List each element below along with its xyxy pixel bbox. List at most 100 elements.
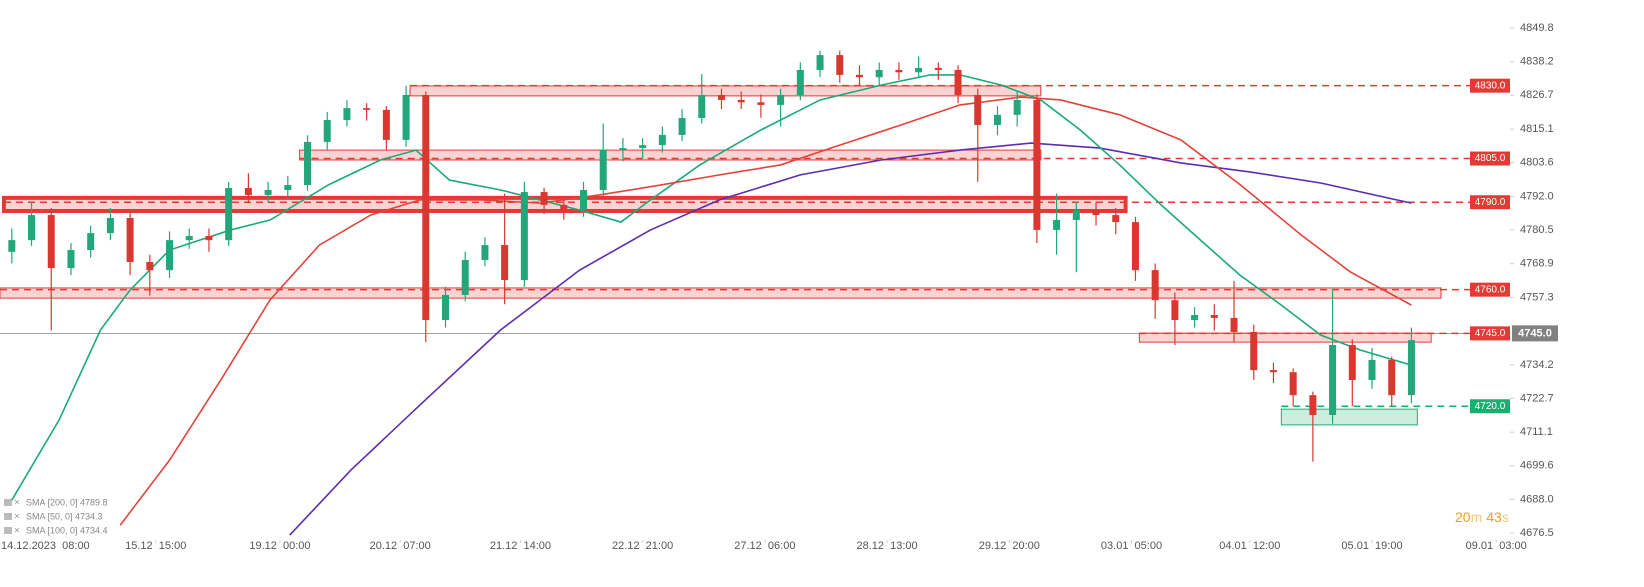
level-label: 4745.0 xyxy=(1475,328,1506,339)
x-tick-label: 09.01 03:00 xyxy=(1466,540,1527,552)
candle-body xyxy=(1191,315,1199,320)
x-tick-label: 21.12 14:00 xyxy=(490,540,551,552)
legend-label: SMA [100, 0] 4734.4 xyxy=(26,525,108,535)
candle-body xyxy=(619,148,627,151)
y-tick-label: 4711.1 xyxy=(1520,426,1553,438)
level-label: 4790.0 xyxy=(1475,197,1506,208)
candle-body xyxy=(658,134,666,146)
timer: 20m 43s xyxy=(1455,509,1509,525)
x-tick-label: 19.12 00:00 xyxy=(249,540,310,552)
candle-body xyxy=(1269,370,1277,373)
legend-label: SMA [200, 0] 4789.8 xyxy=(26,497,108,507)
level-zone xyxy=(409,85,1042,97)
candle-body xyxy=(422,95,430,320)
candle-body xyxy=(678,118,686,135)
candle-body xyxy=(1329,345,1337,415)
level-label-box xyxy=(1470,282,1510,297)
candle-body xyxy=(934,67,942,70)
candle-body xyxy=(106,217,114,234)
x-tick-label: 03.01 05:00 xyxy=(1101,540,1162,552)
candle-body xyxy=(8,240,16,252)
legend-close: × xyxy=(14,498,20,509)
level-label-box xyxy=(1470,151,1510,166)
candle-body xyxy=(28,215,36,241)
candle-body xyxy=(560,204,568,211)
level-label: 4760.0 xyxy=(1475,284,1506,295)
candle-body xyxy=(382,109,390,140)
candle-body xyxy=(1388,359,1396,396)
candle-body xyxy=(520,192,528,281)
current-price-box xyxy=(1512,325,1558,342)
level-zone xyxy=(299,149,1042,161)
candle-body xyxy=(915,67,923,73)
candle-body xyxy=(1013,99,1021,115)
candle-body xyxy=(875,69,883,78)
timer-seconds: 43 xyxy=(1486,509,1502,525)
candle-body xyxy=(540,192,548,205)
candle-body xyxy=(1151,270,1159,301)
candle-body xyxy=(1407,340,1415,396)
y-tick-label: 4826.7 xyxy=(1520,89,1554,101)
level-label: 4805.0 xyxy=(1475,153,1506,164)
candle-body xyxy=(1368,359,1376,381)
level-zone xyxy=(1,195,1128,213)
y-tick-label: 4757.3 xyxy=(1520,291,1554,303)
legend-close: × xyxy=(14,526,20,537)
candle-body xyxy=(264,190,272,195)
x-tick-label: 29.12 20:00 xyxy=(979,540,1040,552)
legend-icon xyxy=(4,499,12,506)
candle-body xyxy=(323,120,331,142)
x-tick-label: 05.01 19:00 xyxy=(1341,540,1402,552)
candle-body xyxy=(836,55,844,75)
candle-body xyxy=(47,215,55,269)
candle-body xyxy=(777,95,785,105)
candle-body xyxy=(87,233,95,251)
candle-body xyxy=(166,240,174,271)
level-label: 4720.0 xyxy=(1475,401,1506,412)
candle-body xyxy=(1053,220,1061,230)
y-tick-label: 4815.1 xyxy=(1520,123,1554,135)
timer-minutes: 20 xyxy=(1455,509,1471,525)
candle-body xyxy=(284,185,292,191)
candle-body xyxy=(895,69,903,73)
sma-line xyxy=(11,74,1412,501)
level-label-box xyxy=(1470,78,1510,93)
candle-body xyxy=(1112,215,1120,223)
candle-body xyxy=(1072,210,1080,221)
candle-body xyxy=(244,187,252,195)
y-tick-label: 4722.7 xyxy=(1520,392,1554,404)
candle-body xyxy=(185,236,193,241)
y-tick-label: 4768.9 xyxy=(1520,258,1554,270)
y-tick-label: 4734.2 xyxy=(1520,359,1554,371)
sma-line xyxy=(289,142,1412,536)
level-zone xyxy=(0,287,1442,299)
level-zone xyxy=(1138,332,1432,343)
candle-body xyxy=(442,294,450,320)
level-zone xyxy=(1280,408,1418,426)
candle-body xyxy=(501,245,509,281)
candle-body xyxy=(796,69,804,96)
candle-body xyxy=(816,55,824,70)
sma-line xyxy=(119,96,1412,526)
level-label-box xyxy=(1470,326,1510,341)
legend-icon xyxy=(4,513,12,520)
y-tick-label: 4780.5 xyxy=(1520,224,1554,236)
candle-body xyxy=(304,141,312,186)
current-price-label: 4745.0 xyxy=(1518,327,1552,339)
timer-unit: m xyxy=(1471,509,1483,525)
x-tick-label: 28.12 13:00 xyxy=(856,540,917,552)
candle-body xyxy=(481,245,489,260)
candle-body xyxy=(205,236,213,241)
x-tick-label: 20.12 07:00 xyxy=(370,540,431,552)
y-tick-label: 4676.5 xyxy=(1520,527,1554,539)
legend-close: × xyxy=(14,512,20,523)
candle-body xyxy=(1289,372,1297,396)
candle-body xyxy=(1131,222,1139,271)
x-tick-label: 27.12 06:00 xyxy=(734,540,795,552)
candle-body xyxy=(402,95,410,140)
x-tick-label: 15.12 15:00 xyxy=(125,540,186,552)
candle-body xyxy=(146,261,154,271)
candle-body xyxy=(1171,300,1179,320)
